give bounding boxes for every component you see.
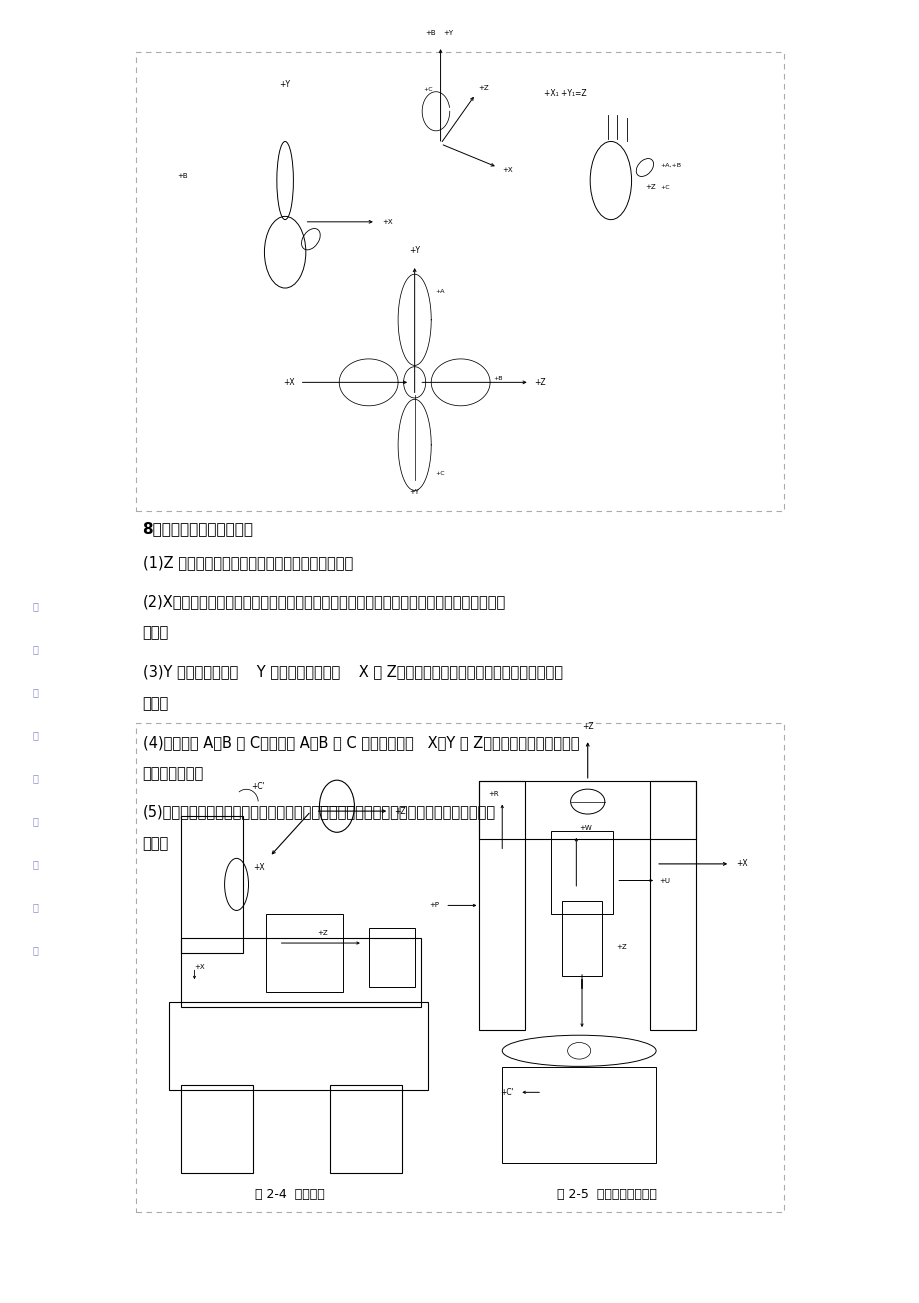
Text: +Y: +Y: [443, 30, 453, 36]
Text: +U: +U: [658, 877, 669, 883]
Text: 可: 可: [32, 687, 38, 697]
Text: +X: +X: [283, 378, 295, 387]
Text: +X: +X: [735, 860, 747, 868]
Text: +A: +A: [435, 289, 444, 293]
Text: +B: +B: [177, 173, 187, 179]
Bar: [181, 938, 421, 1007]
Text: 辑: 辑: [32, 773, 38, 783]
Text: +Y: +Y: [409, 489, 419, 495]
Text: +Y: +Y: [279, 79, 290, 89]
Bar: [479, 780, 696, 839]
Text: 资: 资: [32, 902, 38, 912]
Bar: [136, 723, 783, 1212]
Text: +X₁ +Y₁=Z: +X₁ +Y₁=Z: [544, 89, 586, 98]
Text: +Z: +Z: [582, 722, 593, 731]
Bar: [562, 902, 601, 976]
Text: +Z: +Z: [534, 378, 545, 387]
Text: +B: +B: [425, 30, 436, 36]
Text: +X: +X: [502, 167, 512, 173]
Bar: [266, 913, 343, 992]
Text: +C': +C': [499, 1088, 513, 1097]
Text: +B: +B: [493, 377, 502, 380]
Bar: [650, 780, 696, 1029]
Text: (4)旋转运动 A，B 和 C：正向的 A，B 和 C 相应地表示在   X，Y 和 Z坐标正方向上依据右旋螺: (4)旋转运动 A，B 和 C：正向的 A，B 和 C 相应地表示在 X，Y 和…: [142, 735, 578, 751]
Bar: [550, 831, 613, 913]
Bar: [330, 1084, 402, 1173]
Text: 确定；: 确定；: [142, 696, 169, 711]
Text: 例如：: 例如：: [142, 837, 169, 852]
Text: 料: 料: [32, 945, 38, 955]
Text: +R: +R: [488, 791, 499, 797]
Text: 学: 学: [32, 816, 38, 826]
Text: +X: +X: [253, 864, 265, 872]
Text: +Y: +Y: [409, 246, 420, 254]
Text: +C: +C: [435, 472, 444, 476]
Text: 品: 品: [32, 644, 38, 654]
Text: +X: +X: [194, 964, 205, 971]
Text: 精: 精: [32, 601, 38, 611]
Text: +Z: +Z: [616, 943, 626, 950]
Text: 习: 习: [32, 859, 38, 869]
Text: (5)主轴旋转运动的方向：主轴的顺时针旋转运动方向，为依据右旋螺旋进入工件的方向；: (5)主轴旋转运动的方向：主轴的顺时针旋转运动方向，为依据右旋螺旋进入工件的方向…: [142, 804, 495, 820]
Text: 图 2-4  数控车床: 图 2-4 数控车床: [255, 1188, 324, 1201]
Bar: [502, 1067, 655, 1162]
Bar: [168, 1002, 427, 1089]
Bar: [136, 52, 783, 511]
Text: +C: +C: [660, 185, 669, 189]
Bar: [369, 928, 414, 988]
Text: (3)Y 坐标的运动：＋    Y 的运动方向，依据    X 和 Z坐标的运动方向，按右手直角笛卡几坐标系: (3)Y 坐标的运动：＋ Y 的运动方向，依据 X 和 Z坐标的运动方向，按右手…: [142, 665, 562, 680]
Text: +X: +X: [382, 219, 392, 225]
Text: +W: +W: [579, 825, 591, 831]
Bar: [479, 780, 525, 1029]
Text: +Z: +Z: [393, 807, 405, 816]
Text: (2)X坐标的运动：为水平的，平行于工件的装夹面，为在刀具或工件定位平面内运动的主要: (2)X坐标的运动：为水平的，平行于工件的装夹面，为在刀具或工件定位平面内运动的…: [142, 594, 505, 610]
Text: 8．坐标系及运动方向命名: 8．坐标系及运动方向命名: [142, 521, 254, 537]
Text: 坐标；: 坐标；: [142, 625, 169, 641]
Text: +C': +C': [251, 782, 265, 791]
Text: (1)Z 坐标的运动：由传递切削动力的主轴所规定；: (1)Z 坐标的运动：由传递切削动力的主轴所规定；: [142, 555, 353, 571]
Bar: [181, 816, 243, 952]
Text: +Z: +Z: [317, 930, 328, 937]
Text: +C: +C: [423, 86, 433, 91]
Text: +A,+B: +A,+B: [660, 163, 681, 167]
Text: +P: +P: [429, 903, 439, 908]
Text: 图 2-5  数控双柱立式车床: 图 2-5 数控双柱立式车床: [557, 1188, 656, 1201]
Text: 编: 编: [32, 730, 38, 740]
Text: +Z: +Z: [478, 85, 489, 91]
Bar: [181, 1084, 253, 1173]
Text: +Z: +Z: [644, 184, 655, 190]
Text: 旋前进的方向；: 旋前进的方向；: [142, 766, 204, 782]
